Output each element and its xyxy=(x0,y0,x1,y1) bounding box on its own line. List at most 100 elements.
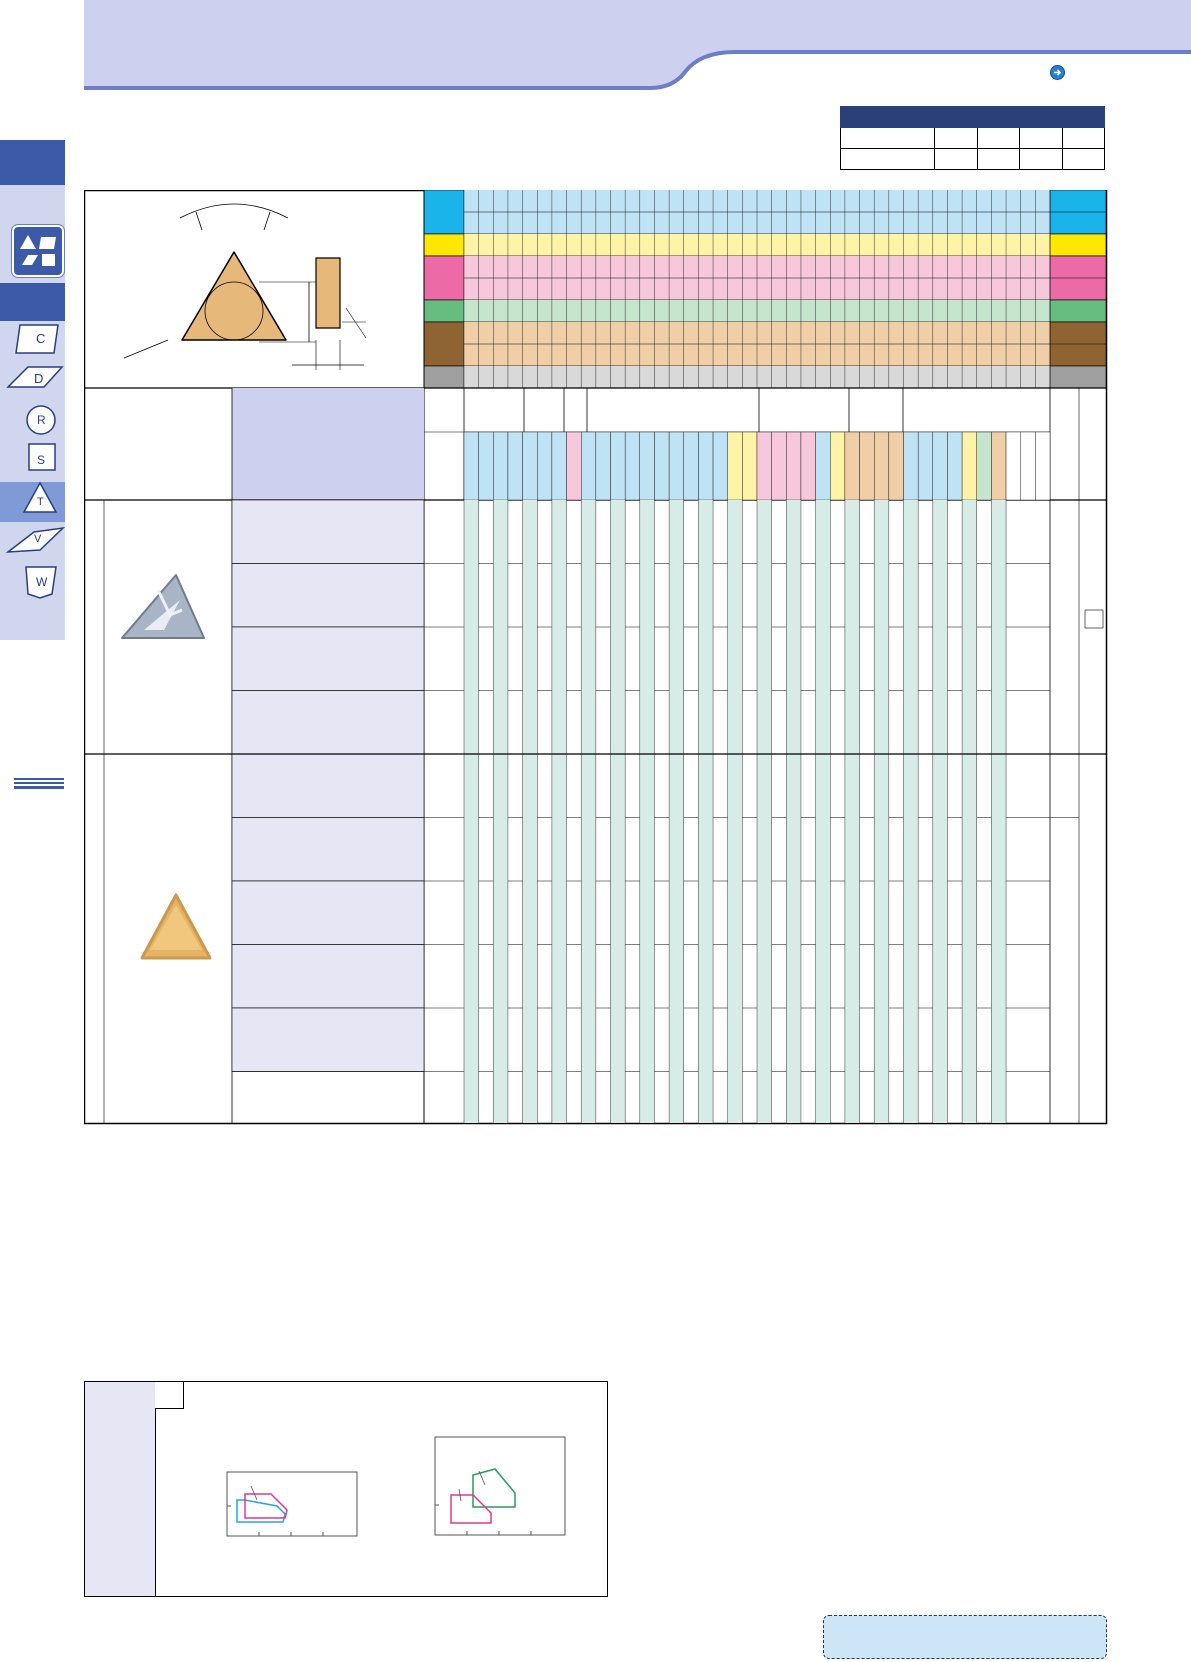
stock-column xyxy=(844,500,860,1123)
tab-d-letter: D xyxy=(34,371,44,386)
grade-header-cell xyxy=(668,431,684,501)
chip-breaker-label-box xyxy=(155,1382,184,1409)
side-tab-dark-block xyxy=(0,140,65,185)
row-type-cell xyxy=(231,626,425,691)
insert-highlight xyxy=(144,600,180,630)
stock-column xyxy=(962,500,977,1123)
stock-column xyxy=(581,500,596,1123)
chip-breaker-graph-2 xyxy=(434,1436,566,1536)
rhombus-55-icon[interactable] xyxy=(6,366,64,388)
stock-column xyxy=(903,500,919,1123)
stock-column xyxy=(932,500,948,1123)
insert-shapes-icon xyxy=(20,235,56,266)
insert-face xyxy=(150,905,202,950)
stock-column xyxy=(522,500,538,1123)
grade-header-cell xyxy=(537,431,553,501)
grade-header-cell xyxy=(991,431,1007,501)
corner-leader xyxy=(123,339,169,359)
grade-header-cell xyxy=(742,431,758,501)
material-label-M xyxy=(423,233,465,257)
grade-header-cell xyxy=(917,431,934,501)
round-icon[interactable] xyxy=(26,405,56,435)
rhombus-80-icon[interactable] xyxy=(15,324,59,354)
header-cell-type xyxy=(232,388,424,500)
tab-t-letter: T xyxy=(37,496,44,508)
grade-header-cell xyxy=(874,431,890,501)
grade-header-cell xyxy=(976,431,992,501)
row-type-cell xyxy=(231,753,425,818)
material-label-P xyxy=(423,190,465,235)
side-tab-combo[interactable] xyxy=(12,225,64,277)
side-tab-dark-block-2 xyxy=(0,283,65,321)
grade-header-cell xyxy=(1035,431,1051,501)
grade-header-cell xyxy=(727,431,743,501)
grade-header-cell xyxy=(581,431,597,501)
trigon-icon[interactable] xyxy=(25,566,57,599)
stock-column xyxy=(639,500,655,1123)
angle-leader xyxy=(195,211,203,231)
insert-highlight xyxy=(156,589,183,617)
row-type-cell xyxy=(231,880,425,945)
grade-header-cell xyxy=(463,431,479,501)
stock-column xyxy=(669,500,684,1123)
grade-header-cell xyxy=(639,431,655,501)
side-tab-bar xyxy=(0,140,65,640)
legend-table xyxy=(839,106,1106,170)
row-type-cell xyxy=(231,690,425,755)
chip-breaker-graph-1 xyxy=(226,1471,358,1537)
rhombus-35-icon[interactable] xyxy=(5,526,65,553)
grade-header-cell xyxy=(859,431,875,501)
grade-header-cell xyxy=(947,431,963,501)
grey-triangle-insert-icon xyxy=(121,574,205,639)
inscribed-circle xyxy=(204,281,264,341)
row-type-cell xyxy=(231,817,425,882)
grade-header-cell xyxy=(756,431,772,501)
material-right-M xyxy=(1049,233,1107,257)
grade-header-cell xyxy=(932,431,948,501)
grade-header-cell xyxy=(786,431,802,501)
grade-header-cell xyxy=(522,431,538,501)
grade-header-cell xyxy=(830,431,846,501)
grade-header-cell xyxy=(712,431,728,501)
chip-breaker-sidebar xyxy=(85,1382,156,1596)
tab-w-letter: W xyxy=(36,575,48,589)
grade-header-cell xyxy=(800,431,816,501)
stock-column xyxy=(698,500,714,1123)
header-band xyxy=(84,0,1191,90)
right-indicator-box xyxy=(1084,609,1104,629)
square-icon[interactable] xyxy=(28,443,56,471)
tab-v-letter: V xyxy=(34,533,42,545)
stock-column xyxy=(874,500,889,1123)
row-type-cell xyxy=(231,499,425,564)
stock-column xyxy=(786,500,801,1123)
side-tab-icons xyxy=(5,324,65,599)
grade-header-cell xyxy=(654,431,670,501)
grade-header-cell xyxy=(844,431,860,501)
grade-header-cell xyxy=(698,431,714,501)
grade-header-cell xyxy=(683,431,699,501)
triangle-icon[interactable] xyxy=(22,481,58,513)
material-label-N xyxy=(423,299,465,323)
stock-column xyxy=(464,500,479,1123)
stock-column xyxy=(757,500,772,1123)
circle-arrow-right-icon[interactable] xyxy=(1050,65,1065,80)
dim-ext xyxy=(345,307,367,339)
grade-header-cell xyxy=(888,431,904,501)
row-type-cell xyxy=(231,563,425,628)
insert-side-view-icon xyxy=(315,257,341,329)
grade-header-cell xyxy=(961,431,977,501)
stock-column xyxy=(727,500,743,1123)
material-right-N xyxy=(1049,299,1107,323)
grade-header-cell xyxy=(1020,431,1036,501)
tab-r-letter: R xyxy=(37,413,46,427)
grade-header-cell xyxy=(624,431,641,501)
grade-header-cell xyxy=(478,431,494,501)
grade-header-cell xyxy=(493,431,509,501)
note-box xyxy=(823,1615,1107,1659)
grade-header-cell xyxy=(771,431,787,501)
material-right-H xyxy=(1049,365,1107,389)
side-marker xyxy=(14,778,64,789)
angle-arc xyxy=(179,203,289,219)
material-label-S xyxy=(423,321,465,367)
material-label-H xyxy=(423,365,465,389)
